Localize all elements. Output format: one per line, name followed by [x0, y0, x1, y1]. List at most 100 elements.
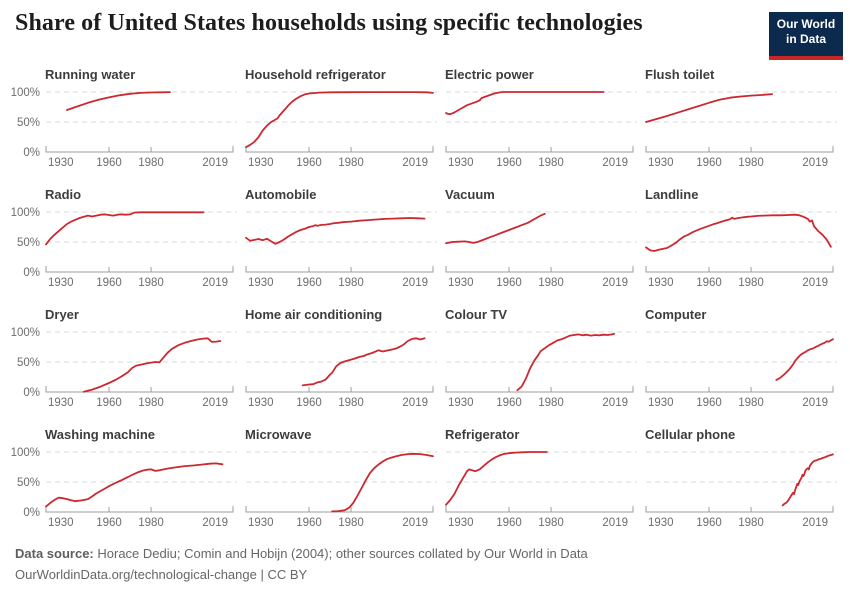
- x-tick-label: 1980: [338, 397, 364, 409]
- x-tick-label: 1960: [296, 277, 322, 289]
- chart-landline: Landline 1930 1960 1980 2019: [645, 187, 837, 289]
- series-line-computer: [775, 338, 834, 381]
- x-axis: [645, 386, 834, 393]
- data-source-label: Data source:: [15, 546, 94, 561]
- x-tick-label: 1980: [138, 517, 164, 529]
- x-tick-label: 1930: [648, 397, 674, 409]
- charts-grid: Running water 0% 50% 100% 1930 1960 1980 2019 Ho…: [0, 58, 850, 533]
- x-tick-label: 1980: [138, 277, 164, 289]
- chart-title-running-water: Running water: [45, 67, 135, 82]
- chart-title-computer: Computer: [645, 307, 706, 322]
- chart-microwave: Microwave 1930 1960 1980 2019: [245, 427, 437, 529]
- y-tick-label: 0%: [23, 267, 40, 279]
- x-tick-label: 1960: [696, 277, 722, 289]
- x-axis: [645, 266, 834, 273]
- x-tick-label: 1960: [296, 157, 322, 169]
- chart-washing-machine: Washing machine 0% 50% 100% 1930 1960 1980 2019: [11, 427, 237, 529]
- chart-home-air-conditioning: Home air conditioning 1930 1960 1980 2019: [245, 307, 437, 409]
- x-axis: [45, 506, 234, 513]
- chart-title-flush-toilet: Flush toilet: [645, 67, 715, 82]
- chart-title-radio: Radio: [45, 187, 81, 202]
- x-tick-label: 2019: [802, 277, 828, 289]
- x-axis: [45, 146, 234, 153]
- x-tick-label: 1960: [296, 397, 322, 409]
- y-tick-label: 50%: [17, 117, 40, 129]
- series-line-electric-power: [445, 91, 605, 116]
- chart-refrigerator: Refrigerator 1930 1960 1980 2019: [445, 427, 637, 529]
- x-tick-label: 1930: [448, 277, 474, 289]
- chart-title-electric-power: Electric power: [445, 67, 534, 82]
- series-line-home-air-conditioning: [301, 337, 426, 387]
- x-tick-label: 1980: [538, 157, 564, 169]
- x-tick-label: 2019: [402, 517, 428, 529]
- series-line-flush-toilet: [645, 93, 773, 123]
- series-line-radio: [45, 211, 205, 246]
- chart-title-cellular-phone: Cellular phone: [645, 427, 735, 442]
- x-tick-label: 1980: [738, 397, 764, 409]
- x-tick-label: 1960: [496, 517, 522, 529]
- chart-cellular-phone: Cellular phone 1930 1960 1980 2019: [645, 427, 837, 529]
- owid-logo[interactable]: Our World in Data: [769, 12, 843, 60]
- series-line-household-refrigerator: [245, 91, 434, 149]
- x-tick-label: 1960: [496, 397, 522, 409]
- chart-title-vacuum: Vacuum: [445, 187, 495, 202]
- x-tick-label: 2019: [602, 397, 628, 409]
- footer-url: OurWorldinData.org/technological-change …: [15, 567, 308, 582]
- x-tick-label: 1960: [696, 517, 722, 529]
- x-tick-label: 1980: [538, 517, 564, 529]
- chart-title-home-air-conditioning: Home air conditioning: [245, 307, 382, 322]
- x-tick-label: 1980: [338, 517, 364, 529]
- x-tick-label: 1980: [538, 277, 564, 289]
- x-tick-label: 2019: [202, 397, 228, 409]
- chart-title-refrigerator: Refrigerator: [445, 427, 519, 442]
- series-line-refrigerator: [445, 451, 548, 506]
- chart-electric-power: Electric power 1930 1960 1980 2019: [445, 67, 637, 169]
- x-tick-label: 1930: [248, 397, 274, 409]
- x-tick-label: 1930: [448, 397, 474, 409]
- series-line-washing-machine: [45, 462, 224, 508]
- x-axis: [45, 266, 234, 273]
- x-tick-label: 1980: [138, 397, 164, 409]
- x-tick-label: 1930: [48, 397, 74, 409]
- series-line-landline: [645, 213, 832, 252]
- page-title: Share of United States households using …: [15, 10, 643, 36]
- x-axis: [445, 146, 634, 153]
- x-axis: [245, 386, 434, 393]
- x-tick-label: 2019: [602, 517, 628, 529]
- footer: Data source: Horace Dediu; Comin and Hob…: [0, 533, 850, 585]
- chart-radio: Radio 0% 50% 100% 1930 1960 1980 2019: [11, 187, 237, 289]
- x-tick-label: 2019: [802, 517, 828, 529]
- x-axis: [445, 506, 634, 513]
- x-tick-label: 2019: [602, 157, 628, 169]
- x-tick-label: 2019: [402, 277, 428, 289]
- x-tick-label: 2019: [202, 517, 228, 529]
- x-tick-label: 1980: [738, 277, 764, 289]
- chart-automobile: Automobile 1930 1960 1980 2019: [245, 187, 437, 289]
- y-tick-label: 100%: [11, 207, 40, 219]
- chart-household-refrigerator: Household refrigerator 1930 1960 1980 2019: [245, 67, 437, 169]
- x-tick-label: 1960: [96, 157, 122, 169]
- header: Share of United States households using …: [0, 0, 850, 60]
- series-line-vacuum: [445, 212, 546, 245]
- x-axis: [245, 146, 434, 153]
- y-tick-label: 0%: [23, 147, 40, 159]
- chart-title-landline: Landline: [645, 187, 698, 202]
- series-line-running-water: [66, 91, 171, 111]
- x-tick-label: 1930: [248, 517, 274, 529]
- x-tick-label: 1980: [738, 517, 764, 529]
- x-axis: [645, 146, 834, 153]
- x-tick-label: 1930: [448, 157, 474, 169]
- x-tick-label: 2019: [402, 397, 428, 409]
- logo-line1: Our World: [776, 17, 836, 31]
- x-tick-label: 1930: [48, 157, 74, 169]
- logo-line2: in Data: [785, 32, 826, 46]
- chart-running-water: Running water 0% 50% 100% 1930 1960 1980 2019: [11, 67, 237, 169]
- x-tick-label: 1960: [696, 157, 722, 169]
- y-tick-label: 50%: [17, 237, 40, 249]
- data-source-text: Horace Dediu; Comin and Hobijn (2004); o…: [97, 546, 588, 561]
- y-tick-label: 50%: [17, 477, 40, 489]
- x-tick-label: 1960: [696, 397, 722, 409]
- chart-flush-toilet: Flush toilet 1930 1960 1980 2019: [645, 67, 837, 169]
- chart-title-household-refrigerator: Household refrigerator: [245, 67, 386, 82]
